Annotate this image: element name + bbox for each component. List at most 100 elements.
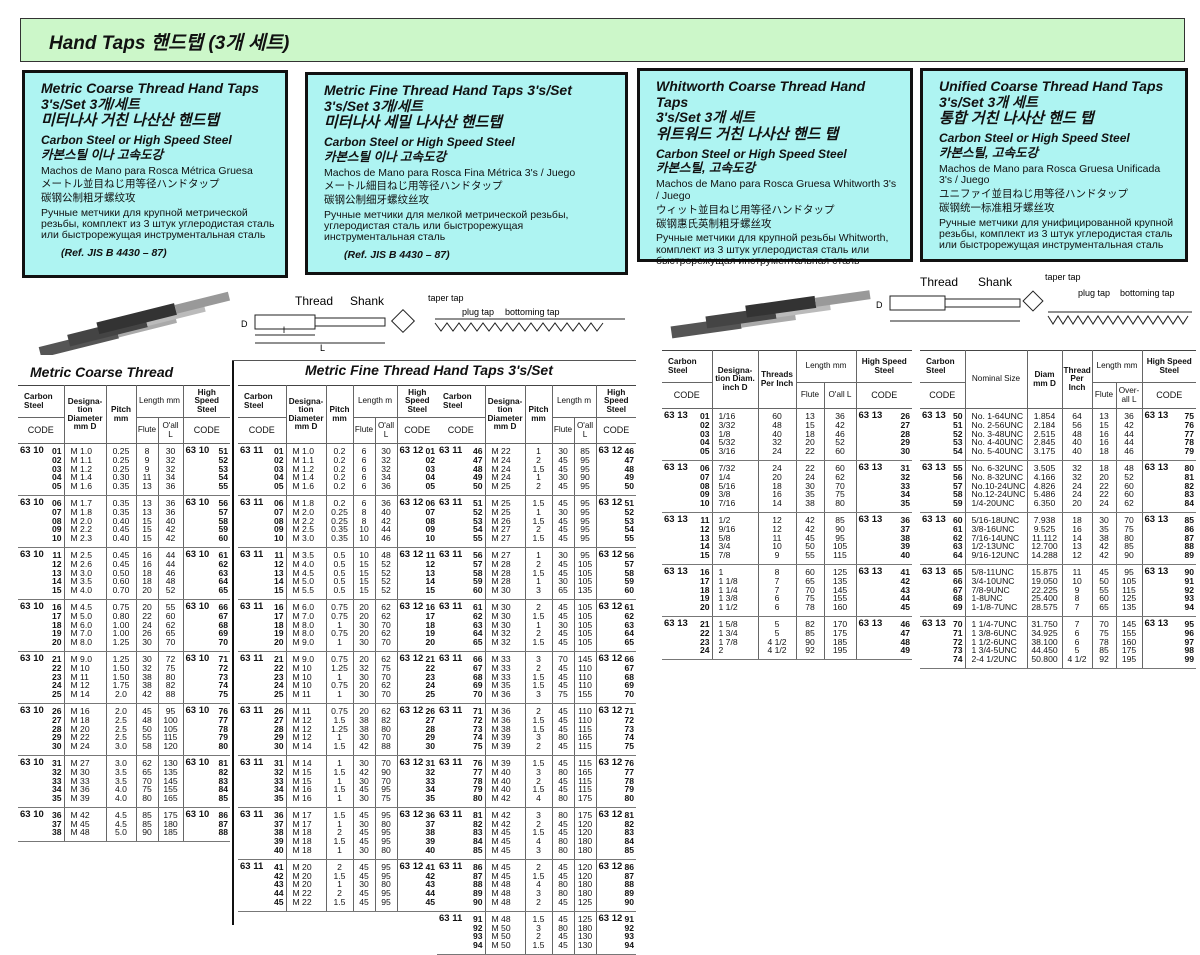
- code-cell: 13: [699, 532, 710, 543]
- table-cell: 110: [578, 680, 592, 691]
- table-cell: 165: [577, 766, 593, 777]
- table-cell: 60: [805, 566, 815, 577]
- table-cell: M 7.0: [70, 628, 93, 639]
- header-hss-code: CODE: [1142, 382, 1196, 409]
- code-cell: 61: [472, 601, 483, 612]
- code-cell: 50: [952, 411, 963, 421]
- hss-code-cell: 64: [624, 628, 635, 639]
- code-cell: 91: [472, 913, 483, 924]
- hss-code-cell: 69: [624, 680, 635, 691]
- table-cell: 60: [1124, 489, 1134, 500]
- code-cell: 70: [952, 618, 963, 629]
- material-ko: 카본스틸, 고속도강: [656, 161, 755, 176]
- code-cell: 03: [273, 463, 284, 474]
- table-cell: 90: [805, 636, 815, 647]
- table-cell: 105: [163, 723, 178, 734]
- table-row-group: 63 11 16 17 18 19 20 M 6.0 M 7.0 M 8.0 M 8.0 M 9.0…: [238, 599, 438, 652]
- table-cell: 46: [1124, 446, 1134, 457]
- hss-code-cell: 81: [1184, 471, 1194, 482]
- hss-code-cell: 65: [218, 585, 228, 596]
- code-cell: 66: [472, 653, 483, 664]
- table-cell: 15: [142, 515, 152, 526]
- table-cell: M 4.5: [292, 567, 315, 578]
- table-cell: M 50: [491, 922, 511, 933]
- code-cell: 12: [51, 558, 62, 569]
- table-cell: 95: [835, 532, 845, 543]
- hss-code-cell: 93: [1184, 593, 1194, 604]
- hss-code-prefix: 63 13: [1144, 461, 1169, 473]
- table-cell: 120: [577, 861, 593, 872]
- table-cell: M 48: [491, 913, 511, 924]
- code-cell: 55: [472, 533, 483, 544]
- code-prefix: 63 11: [240, 808, 264, 820]
- table-cell: 15: [142, 533, 152, 544]
- table-cell: 120: [577, 870, 593, 881]
- table-cell: M 33: [70, 775, 90, 786]
- table-cell: 0.2: [333, 454, 346, 465]
- table-cell: 1: [536, 446, 541, 456]
- table-cell: 78: [805, 602, 815, 613]
- table-cell: 75: [805, 593, 815, 604]
- hss-code-cell: 77: [1184, 428, 1194, 439]
- code-cell: 20: [699, 602, 710, 613]
- header-code: CODE: [18, 417, 65, 444]
- table-cell: 92: [1099, 654, 1109, 665]
- hss-code-cell: 31: [425, 757, 436, 768]
- table-row-group: 63 11 01 02 03 04 05 M 1.0 M 1.1 M 1.2 M 1.4 M 1.6…: [238, 443, 438, 496]
- code-cell: 94: [472, 940, 483, 951]
- table-cell: 42: [165, 533, 176, 544]
- taper-tap-label: taper tap: [1045, 272, 1081, 282]
- table-cell: 95: [381, 897, 391, 908]
- table-cell: 1.75: [112, 680, 130, 691]
- table-cell: 95: [580, 497, 590, 508]
- table-cell: 1.5: [532, 784, 545, 795]
- hss-code-cell: 75: [624, 741, 635, 752]
- code-cell: 60: [472, 585, 483, 596]
- table-cell: 32: [165, 463, 176, 474]
- thread-label: Thread: [295, 294, 333, 308]
- tap-dimension-diagram: [889, 290, 1044, 322]
- table-cell: 85: [580, 446, 590, 456]
- hss-code-cell: 27: [425, 714, 436, 725]
- table-cell: 105: [832, 541, 848, 552]
- code-cell: 38: [273, 827, 284, 838]
- table-row-group: 63 11 36 37 38 39 40 M 17 M 17 M 18 M 18 M 18 1.5 1 2…: [238, 807, 438, 860]
- table-cell: 95: [580, 549, 590, 560]
- hss-code-prefix: 63 12: [598, 912, 623, 924]
- hss-code-cell: 91: [624, 913, 635, 924]
- table-cell: M 1.0: [70, 446, 93, 456]
- hss-code-cell: 40: [425, 845, 436, 856]
- code-cell: 33: [51, 775, 62, 786]
- shank-label: Shank: [350, 294, 385, 308]
- table-cell: 12.700: [1031, 541, 1058, 552]
- table-cell: 30: [558, 549, 568, 560]
- hss-code-cell: 34: [900, 489, 910, 500]
- table-cell: 38.100: [1031, 636, 1058, 647]
- table-cell: 1 1/2-6UNC: [971, 636, 1017, 647]
- code-cell: 39: [273, 836, 284, 847]
- table-cell: 3/4-10UNC: [971, 575, 1015, 586]
- table-cell: 85: [1099, 645, 1109, 656]
- table-cell: 36: [165, 506, 176, 517]
- code-cell: 88: [472, 879, 483, 890]
- code-cell: 19: [273, 628, 284, 639]
- table-cell: 88: [381, 741, 391, 752]
- table-cell: 105: [577, 619, 593, 630]
- table-cell: No. 2-56UNC: [971, 419, 1024, 430]
- hss-code-cell: 33: [425, 775, 436, 786]
- hss-code-prefix: 63 12: [399, 548, 424, 560]
- hss-code-cell: 78: [1184, 437, 1194, 448]
- hss-code-cell: 97: [1184, 636, 1194, 647]
- table-row-group: 63 10 06 07 08 09 10 M 1.7 M 1.8 M 2.0 M 2.2 M 2.3…: [18, 495, 230, 548]
- table-cell: 20: [142, 601, 152, 612]
- table-cell: 0.75: [331, 601, 348, 612]
- table-cell: 75: [165, 662, 176, 673]
- hss-code-cell: 89: [624, 888, 635, 899]
- table-cell: 70: [381, 619, 391, 630]
- description-ru: Ручные метчики для мелкой метрической ре…: [324, 208, 569, 244]
- table-cell: 1: [337, 845, 342, 856]
- table-cell: 30: [359, 637, 369, 648]
- table-cell: 30: [558, 472, 568, 483]
- hss-code-prefix: 63 10: [185, 548, 210, 560]
- hss-code-cell: 77: [624, 766, 635, 777]
